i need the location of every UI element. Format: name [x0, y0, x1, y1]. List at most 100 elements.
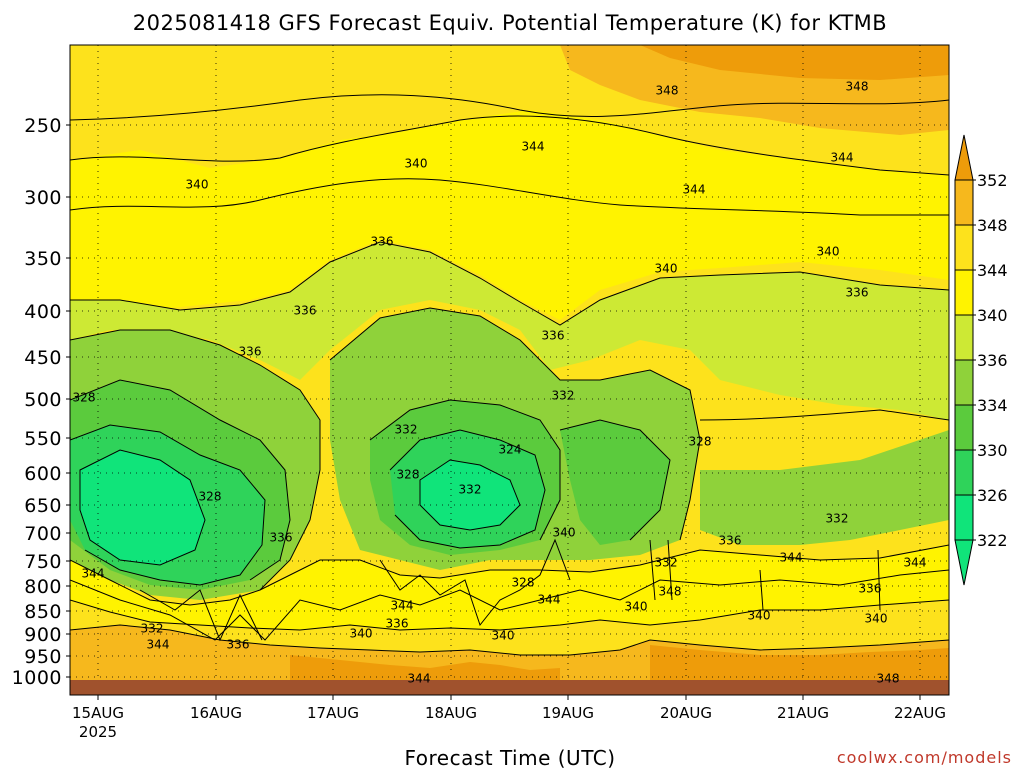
contour-line: [139, 589, 263, 642]
contour-label: 336: [846, 286, 869, 300]
y-tick-label: 250: [24, 115, 62, 137]
colorbar-segment: [954, 269, 974, 316]
chart-title: 2025081418 GFS Forecast Equiv. Potential…: [133, 11, 887, 35]
contour-line: [70, 624, 949, 656]
contour-line: [329, 307, 701, 541]
contour-label: 344: [408, 672, 431, 686]
y-tick-label: 550: [24, 428, 62, 450]
colorbar-segment: [954, 224, 974, 271]
contour-line: [70, 94, 949, 121]
contour-label: 332: [459, 483, 482, 497]
contour-label: 328: [199, 490, 222, 504]
contour-line: [70, 178, 949, 216]
x-tick-label: 17AUG: [307, 704, 359, 722]
colorbar-segment: [954, 359, 974, 406]
colorbar-tick-label: 330: [977, 441, 1008, 460]
band-low-core: [80, 450, 520, 565]
colorbar-arrow-bottom: [954, 539, 974, 586]
contour-label: 340: [625, 600, 648, 614]
contour-label: 340: [186, 178, 209, 192]
x-axis: 15AUG 16AUG 17AUG 18AUG 19AUG 20AUG 21AUG 22AUG…: [72, 695, 946, 741]
contour-label: 328: [689, 435, 712, 449]
contour-line: [559, 419, 671, 541]
colorbar-segment: [954, 179, 974, 226]
y-axis: 2503003504004505005506006507007508008509…: [12, 115, 70, 689]
theta-e-bands: [70, 45, 949, 680]
contour-line: [70, 599, 949, 631]
colorbar-tick-label: 340: [977, 306, 1008, 325]
contour-line: [70, 544, 949, 606]
band-lower-yellow: [70, 545, 949, 630]
y-tick-label: 850: [24, 601, 62, 623]
contour-label: 344: [831, 151, 854, 165]
contour-label: 344: [147, 638, 170, 652]
x-tick-label: 16AUG: [190, 704, 242, 722]
y-tick-label: 500: [24, 389, 62, 411]
band-lower-orange-core: [290, 645, 949, 680]
contour-label: 348: [877, 672, 900, 686]
y-tick-label: 400: [24, 301, 62, 323]
x-axis-label: Forecast Time (UTC): [404, 746, 615, 768]
y-tick-label: 450: [24, 347, 62, 369]
y-tick-label: 800: [24, 576, 62, 598]
contour-line: [419, 459, 521, 531]
contour-label: 328: [512, 576, 535, 590]
contour-label: 344: [522, 140, 545, 154]
y-tick-label: 650: [24, 495, 62, 517]
x-tick-label: 21AUG: [777, 704, 829, 722]
contour-line: [389, 429, 546, 549]
contour-label: 348: [846, 80, 869, 94]
contour-label: 336: [859, 582, 882, 596]
colorbar-tick-label: 348: [977, 216, 1008, 235]
colorbar-segment: [954, 494, 974, 541]
colorbar-arrow-top: [954, 134, 974, 181]
y-tick-label: 750: [24, 551, 62, 573]
contour-label: 336: [386, 617, 409, 631]
y-tick-label: 700: [24, 523, 62, 545]
contour-line: [70, 424, 266, 586]
contour-label: 324: [499, 443, 522, 457]
contour-label: 336: [719, 534, 742, 548]
colorbar-tick-label: 352: [977, 171, 1008, 190]
contour-line: [79, 449, 206, 566]
y-tick-label: 350: [24, 248, 62, 270]
contour-line: [369, 399, 561, 541]
y-tick-label: 950: [24, 646, 62, 668]
contour-label: 336: [542, 329, 565, 343]
contour-label: 340: [553, 526, 576, 540]
contour-label: 340: [350, 627, 373, 641]
contour-line: [649, 539, 881, 611]
contour-label: 336: [270, 531, 293, 545]
x-tick-label: 15AUG: [72, 704, 124, 722]
contour-label: 336: [239, 345, 262, 359]
contour-label: 336: [371, 235, 394, 249]
contour-label: 328: [73, 391, 96, 405]
plot-frame: [69, 44, 950, 696]
plot-area: 328 340 336 336 340 336 344 348 348 344 344 340 340 3…: [70, 45, 949, 695]
contour-line: [70, 379, 291, 581]
credit-text: coolwx.com/models: [837, 748, 1012, 767]
contour-label: 344: [538, 593, 561, 607]
colorbar-tick-label: 336: [977, 351, 1008, 370]
y-tick-label: 300: [24, 187, 62, 209]
colorbar-segment: [954, 449, 974, 496]
contour-label: 332: [826, 512, 849, 526]
x-tick-label: 22AUG: [894, 704, 946, 722]
contour-line: [379, 538, 571, 627]
contour-label: 344: [391, 599, 414, 613]
colorbar-tick-label: 326: [977, 486, 1008, 505]
contour-label: 332: [552, 389, 575, 403]
contour-label: 340: [817, 245, 840, 259]
y-tick-label: 900: [24, 624, 62, 646]
x-tick-label: 19AUG: [542, 704, 594, 722]
contour-label: 348: [656, 84, 679, 98]
colorbar-tick-label: 344: [977, 261, 1008, 280]
contour-label: 340: [748, 609, 771, 623]
y-tick-label: 600: [24, 463, 62, 485]
contour-label: 344: [683, 183, 706, 197]
contour-labels: 328 340 336 336 340 336 344 348 348 344 344 340 340 3…: [73, 80, 927, 686]
contour-label: 344: [82, 567, 105, 581]
colorbar-tick-label: 322: [977, 531, 1008, 550]
colorbar-segment: [954, 404, 974, 451]
